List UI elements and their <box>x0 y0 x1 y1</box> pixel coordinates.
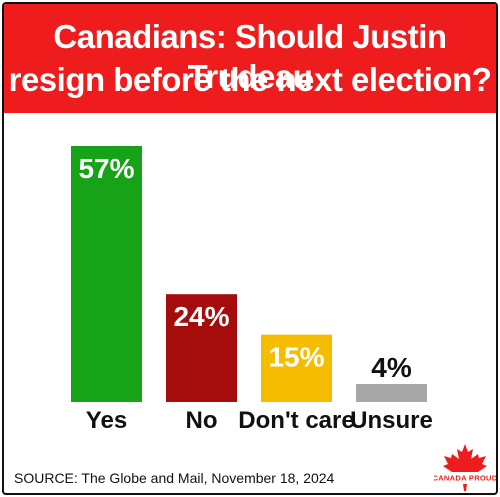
value-label-no: 24% <box>173 301 229 332</box>
bar-no <box>166 294 237 402</box>
value-label-dont-care: 15% <box>268 342 324 373</box>
title-line-1: Canadians: Should Justin Trudeau <box>53 18 447 95</box>
category-label-yes: Yes <box>86 407 127 434</box>
bar-unsure <box>356 384 427 402</box>
bar-yes <box>71 146 142 402</box>
svg-text:CANADA PROUD: CANADA PROUD <box>434 474 496 483</box>
value-label-unsure: 4% <box>371 352 412 383</box>
source-text: SOURCE: The Globe and Mail, November 18,… <box>14 470 335 486</box>
bar-chart: 57% Yes 24% No 15% Don't care 4% Unsure <box>71 146 433 434</box>
value-label-yes: 57% <box>78 153 134 184</box>
canada-proud-logo: CANADA PROUD <box>434 444 496 491</box>
title-banner: Canadians: Should Justin Trudeau resign … <box>4 4 496 113</box>
category-label-no: No <box>186 407 218 434</box>
bar-dont-care <box>261 334 332 402</box>
category-label-unsure: Unsure <box>350 407 433 434</box>
category-label-dont-care: Don't care <box>238 407 354 434</box>
title-line-2: resign before the next election? <box>8 61 492 98</box>
